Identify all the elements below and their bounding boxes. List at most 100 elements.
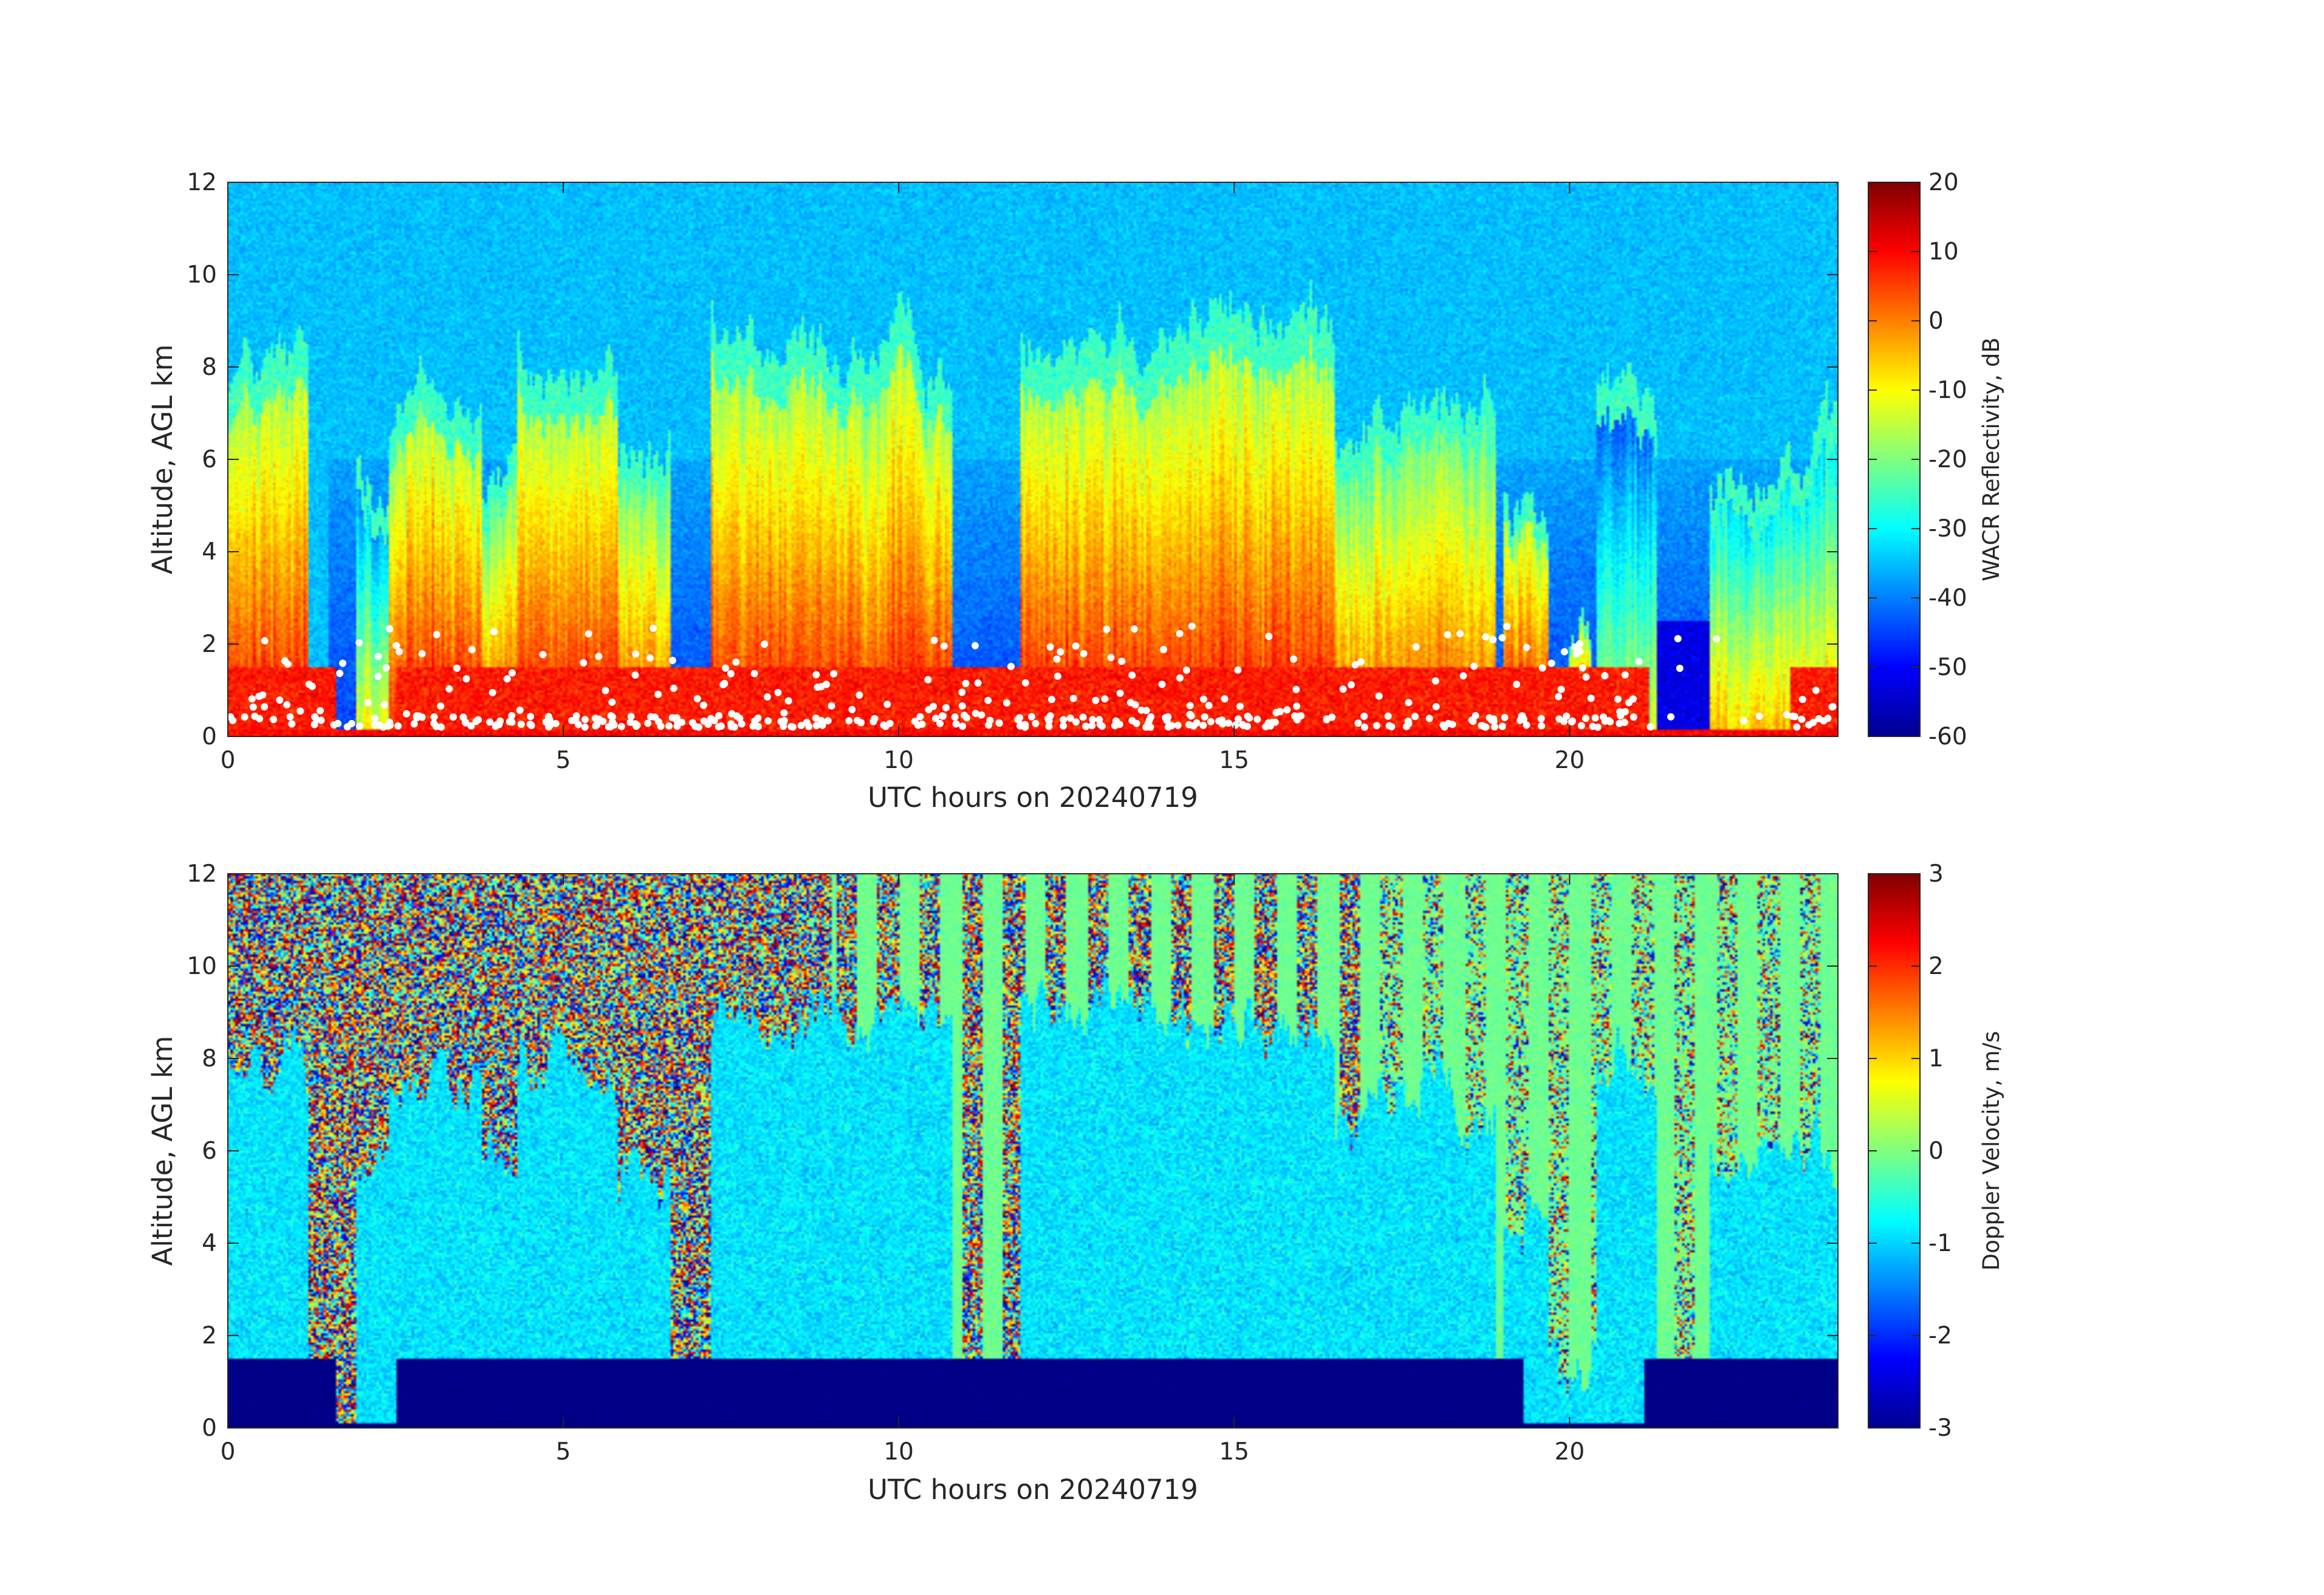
cloud-base-dot: [1291, 712, 1299, 720]
cloud-base-dot: [1605, 717, 1613, 725]
cloud-base-dot: [1635, 657, 1643, 665]
cloud-base-dot: [503, 675, 511, 683]
cloud-base-dot: [248, 695, 256, 703]
cloud-base-dot: [1292, 685, 1300, 693]
cloud-base-dot: [539, 651, 547, 659]
cloud-base-dot: [261, 703, 269, 711]
cloud-base-dot: [764, 693, 771, 701]
colorbar-tick-label: -60: [1928, 723, 1967, 750]
x-tick-label: 20: [1555, 747, 1585, 774]
cloud-base-dot: [916, 713, 924, 721]
cloud-base-dot: [1185, 721, 1193, 729]
cloud-base-dot: [1620, 718, 1628, 726]
doppler-colorbar-label: Doppler Velocity, m/s: [1978, 1031, 2004, 1271]
cloud-base-dot: [738, 720, 746, 728]
cloud-base-dot: [1491, 723, 1498, 731]
colorbar-tick-label: 2: [1928, 953, 1944, 980]
cloud-base-dot: [813, 722, 820, 730]
x-tick-label: 20: [1555, 1438, 1585, 1466]
cloud-base-dot: [229, 716, 237, 724]
cloud-base-dot: [607, 723, 614, 731]
cloud-base-dot: [715, 712, 723, 719]
cloud-base-dot: [516, 706, 524, 714]
y-tick-label: 0: [202, 723, 217, 750]
cloud-base-dot: [1828, 703, 1836, 711]
x-tick-label: 15: [1219, 1438, 1249, 1466]
cloud-base-dot: [1130, 625, 1138, 633]
colorbar-tick-label: 1: [1928, 1045, 1944, 1072]
cloud-base-dot: [1182, 667, 1190, 674]
y-tick-label: 8: [202, 354, 217, 381]
reflectivity-y-axis-label: Altitude, AGL km: [146, 345, 179, 575]
cloud-base-dot: [283, 701, 291, 708]
cloud-base-dot: [392, 642, 400, 650]
cloud-base-dot: [974, 679, 982, 687]
cloud-base-dot: [1403, 722, 1410, 730]
cloud-base-dot: [1147, 713, 1155, 721]
cloud-base-dot: [1444, 631, 1452, 639]
colorbar-tick-label: 0: [1928, 1137, 1944, 1165]
cloud-base-dot: [1053, 655, 1061, 663]
cloud-base-dot: [1244, 722, 1251, 730]
colorbar-tick-label: -2: [1928, 1322, 1952, 1350]
cloud-base-dot: [356, 722, 363, 730]
cloud-base-dot: [1412, 643, 1420, 651]
doppler-colorbar-ticks: 3 2 1 0 -1 -2 -3: [1868, 860, 1952, 1442]
cloud-base-dot: [364, 699, 372, 707]
cloud-base-dot: [595, 653, 603, 660]
cloud-base-dot: [261, 637, 269, 645]
cloud-base-dot: [761, 640, 769, 648]
cloud-base-dot: [848, 705, 856, 713]
cloud-base-dot: [259, 691, 267, 699]
cloud-base-dot: [1798, 696, 1806, 704]
doppler-y-axis-label: Altitude, AGL km: [146, 1036, 179, 1266]
cloud-base-dot: [814, 684, 821, 691]
cloud-base-dot: [1518, 713, 1526, 721]
cloud-base-dot: [1676, 664, 1684, 672]
cloud-base-dot: [396, 648, 403, 656]
cloud-base-dot: [655, 718, 662, 725]
cloud-base-dot: [646, 654, 654, 662]
cloud-base-dots: [227, 622, 1837, 731]
colorbar-tick-label: -50: [1928, 654, 1967, 681]
cloud-base-dot: [1060, 722, 1067, 730]
cloud-base-dot: [437, 723, 445, 731]
cloud-base-dot: [430, 713, 438, 721]
cloud-base-dot: [1459, 672, 1467, 680]
cloud-base-dot: [1297, 712, 1305, 720]
cloud-base-dot: [1548, 659, 1555, 667]
cloud-base-dot: [1360, 712, 1368, 720]
colorbar-tick-label: -3: [1928, 1415, 1952, 1442]
cloud-base-dot: [936, 719, 944, 727]
cloud-base-dot: [1523, 643, 1530, 651]
cloud-base-dot: [1244, 712, 1252, 720]
cloud-base-dot: [1587, 695, 1595, 702]
x-tick-label: 0: [221, 1438, 236, 1466]
cloud-base-dot: [418, 650, 426, 657]
cloud-base-dot: [1165, 723, 1172, 731]
cloud-base-dot: [1003, 699, 1010, 707]
cloud-base-dot: [1555, 693, 1563, 701]
cloud-base-dot: [1448, 721, 1456, 729]
cloud-base-dot: [1199, 721, 1207, 729]
doppler-heatmap: [228, 874, 1838, 1428]
cloud-base-dot: [1207, 718, 1215, 725]
cloud-base-dot: [1478, 722, 1486, 729]
cloud-base-dot: [1021, 679, 1029, 687]
cloud-base-dot: [592, 715, 600, 722]
cloud-base-dot: [602, 687, 609, 695]
cloud-base-dot: [1028, 713, 1035, 721]
cloud-base-dot: [1432, 702, 1440, 710]
cloud-base-dot: [750, 670, 758, 677]
colorbar-tick-label: -1: [1928, 1230, 1952, 1257]
cloud-base-dot: [1674, 635, 1682, 643]
cloud-base-dot: [1160, 646, 1168, 653]
cloud-base-dot: [972, 642, 979, 650]
cloud-base-dot: [754, 714, 762, 722]
cloud-base-dot: [1265, 633, 1273, 640]
cloud-base-dot: [959, 722, 967, 730]
cloud-base-dot: [1339, 685, 1347, 693]
cloud-base-dot: [580, 659, 588, 667]
cloud-base-dot: [386, 625, 394, 633]
reflectivity-panel: 0 5 10 15 20 0 2 4 6 8 10 12 UTC hours on 20240719…: [146, 169, 2004, 814]
